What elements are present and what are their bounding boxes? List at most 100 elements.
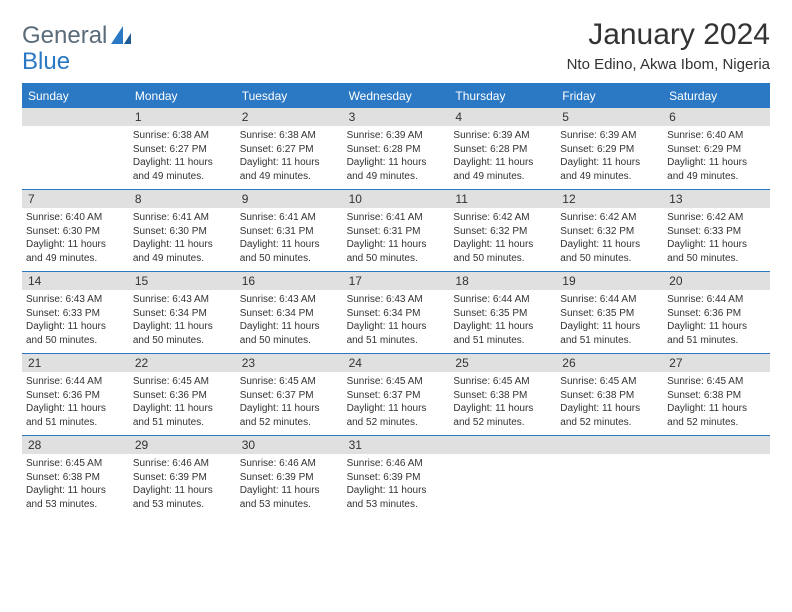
day-cell: 3Sunrise: 6:39 AMSunset: 6:28 PMDaylight… xyxy=(343,108,450,189)
logo: General xyxy=(22,24,133,48)
day-body: Sunrise: 6:39 AMSunset: 6:28 PMDaylight:… xyxy=(449,126,556,189)
daylight-text: Daylight: 11 hours and 50 minutes. xyxy=(26,320,125,347)
day-body: Sunrise: 6:46 AMSunset: 6:39 PMDaylight:… xyxy=(236,454,343,517)
week-row: 28Sunrise: 6:45 AMSunset: 6:38 PMDayligh… xyxy=(22,435,770,517)
day-number: 19 xyxy=(556,272,663,290)
daylight-text: Daylight: 11 hours and 50 minutes. xyxy=(240,238,339,265)
sunrise-text: Sunrise: 6:44 AM xyxy=(667,293,766,307)
day-body: Sunrise: 6:38 AMSunset: 6:27 PMDaylight:… xyxy=(236,126,343,189)
daylight-text: Daylight: 11 hours and 49 minutes. xyxy=(240,156,339,183)
day-cell xyxy=(556,436,663,517)
dow-cell: Sunday xyxy=(22,85,129,107)
day-cell: 4Sunrise: 6:39 AMSunset: 6:28 PMDaylight… xyxy=(449,108,556,189)
location: Nto Edino, Akwa Ibom, Nigeria xyxy=(567,56,770,73)
sunrise-text: Sunrise: 6:39 AM xyxy=(560,129,659,143)
sunset-text: Sunset: 6:34 PM xyxy=(347,307,446,321)
day-number: 9 xyxy=(236,190,343,208)
sunrise-text: Sunrise: 6:39 AM xyxy=(347,129,446,143)
sunrise-text: Sunrise: 6:43 AM xyxy=(26,293,125,307)
sunset-text: Sunset: 6:37 PM xyxy=(240,389,339,403)
day-number xyxy=(556,436,663,454)
daylight-text: Daylight: 11 hours and 49 minutes. xyxy=(26,238,125,265)
sunset-text: Sunset: 6:27 PM xyxy=(133,143,232,157)
sunrise-text: Sunrise: 6:46 AM xyxy=(347,457,446,471)
daylight-text: Daylight: 11 hours and 49 minutes. xyxy=(133,156,232,183)
day-body: Sunrise: 6:44 AMSunset: 6:35 PMDaylight:… xyxy=(449,290,556,353)
day-cell: 27Sunrise: 6:45 AMSunset: 6:38 PMDayligh… xyxy=(663,354,770,435)
sunset-text: Sunset: 6:34 PM xyxy=(133,307,232,321)
sunrise-text: Sunrise: 6:46 AM xyxy=(240,457,339,471)
sunset-text: Sunset: 6:30 PM xyxy=(133,225,232,239)
day-body: Sunrise: 6:41 AMSunset: 6:30 PMDaylight:… xyxy=(129,208,236,271)
day-number xyxy=(449,436,556,454)
sunrise-text: Sunrise: 6:43 AM xyxy=(240,293,339,307)
day-number: 30 xyxy=(236,436,343,454)
day-body: Sunrise: 6:40 AMSunset: 6:30 PMDaylight:… xyxy=(22,208,129,271)
sunrise-text: Sunrise: 6:38 AM xyxy=(133,129,232,143)
day-body: Sunrise: 6:38 AMSunset: 6:27 PMDaylight:… xyxy=(129,126,236,189)
day-number: 20 xyxy=(663,272,770,290)
day-number: 1 xyxy=(129,108,236,126)
daylight-text: Daylight: 11 hours and 53 minutes. xyxy=(133,484,232,511)
sunset-text: Sunset: 6:33 PM xyxy=(26,307,125,321)
day-number: 2 xyxy=(236,108,343,126)
day-cell: 5Sunrise: 6:39 AMSunset: 6:29 PMDaylight… xyxy=(556,108,663,189)
day-cell: 9Sunrise: 6:41 AMSunset: 6:31 PMDaylight… xyxy=(236,190,343,271)
day-body: Sunrise: 6:46 AMSunset: 6:39 PMDaylight:… xyxy=(129,454,236,517)
day-body: Sunrise: 6:45 AMSunset: 6:38 PMDaylight:… xyxy=(22,454,129,517)
daylight-text: Daylight: 11 hours and 52 minutes. xyxy=(453,402,552,429)
day-body: Sunrise: 6:42 AMSunset: 6:33 PMDaylight:… xyxy=(663,208,770,271)
week-row: 21Sunrise: 6:44 AMSunset: 6:36 PMDayligh… xyxy=(22,353,770,435)
day-cell: 7Sunrise: 6:40 AMSunset: 6:30 PMDaylight… xyxy=(22,190,129,271)
day-cell: 26Sunrise: 6:45 AMSunset: 6:38 PMDayligh… xyxy=(556,354,663,435)
day-cell: 13Sunrise: 6:42 AMSunset: 6:33 PMDayligh… xyxy=(663,190,770,271)
sunset-text: Sunset: 6:36 PM xyxy=(26,389,125,403)
day-body: Sunrise: 6:42 AMSunset: 6:32 PMDaylight:… xyxy=(449,208,556,271)
sunrise-text: Sunrise: 6:43 AM xyxy=(133,293,232,307)
sunrise-text: Sunrise: 6:45 AM xyxy=(560,375,659,389)
day-number: 29 xyxy=(129,436,236,454)
sunset-text: Sunset: 6:33 PM xyxy=(667,225,766,239)
day-body xyxy=(556,454,663,512)
day-number xyxy=(663,436,770,454)
day-cell: 16Sunrise: 6:43 AMSunset: 6:34 PMDayligh… xyxy=(236,272,343,353)
day-number: 8 xyxy=(129,190,236,208)
day-number: 14 xyxy=(22,272,129,290)
logo-word-blue: Blue xyxy=(22,48,70,76)
day-cell: 29Sunrise: 6:46 AMSunset: 6:39 PMDayligh… xyxy=(129,436,236,517)
header: General January 2024 Nto Edino, Akwa Ibo… xyxy=(22,18,770,73)
sunrise-text: Sunrise: 6:44 AM xyxy=(560,293,659,307)
sunset-text: Sunset: 6:38 PM xyxy=(453,389,552,403)
daylight-text: Daylight: 11 hours and 50 minutes. xyxy=(133,320,232,347)
day-number: 7 xyxy=(22,190,129,208)
day-body: Sunrise: 6:43 AMSunset: 6:33 PMDaylight:… xyxy=(22,290,129,353)
daylight-text: Daylight: 11 hours and 51 minutes. xyxy=(560,320,659,347)
day-cell xyxy=(663,436,770,517)
week-row: 14Sunrise: 6:43 AMSunset: 6:33 PMDayligh… xyxy=(22,271,770,353)
daylight-text: Daylight: 11 hours and 53 minutes. xyxy=(347,484,446,511)
day-cell: 30Sunrise: 6:46 AMSunset: 6:39 PMDayligh… xyxy=(236,436,343,517)
day-body: Sunrise: 6:43 AMSunset: 6:34 PMDaylight:… xyxy=(343,290,450,353)
dow-cell: Saturday xyxy=(663,85,770,107)
logo-word-general: General xyxy=(22,24,107,48)
day-body: Sunrise: 6:45 AMSunset: 6:38 PMDaylight:… xyxy=(556,372,663,435)
day-number: 24 xyxy=(343,354,450,372)
day-body: Sunrise: 6:43 AMSunset: 6:34 PMDaylight:… xyxy=(236,290,343,353)
sunrise-text: Sunrise: 6:44 AM xyxy=(453,293,552,307)
sunset-text: Sunset: 6:35 PM xyxy=(560,307,659,321)
day-cell: 11Sunrise: 6:42 AMSunset: 6:32 PMDayligh… xyxy=(449,190,556,271)
title-block: January 2024 Nto Edino, Akwa Ibom, Niger… xyxy=(567,18,770,73)
daylight-text: Daylight: 11 hours and 49 minutes. xyxy=(667,156,766,183)
sunrise-text: Sunrise: 6:41 AM xyxy=(133,211,232,225)
sunrise-text: Sunrise: 6:41 AM xyxy=(240,211,339,225)
week-row: 1Sunrise: 6:38 AMSunset: 6:27 PMDaylight… xyxy=(22,107,770,189)
day-number: 17 xyxy=(343,272,450,290)
daylight-text: Daylight: 11 hours and 53 minutes. xyxy=(240,484,339,511)
day-body xyxy=(22,126,129,184)
day-number: 13 xyxy=(663,190,770,208)
day-number: 4 xyxy=(449,108,556,126)
daylight-text: Daylight: 11 hours and 51 minutes. xyxy=(667,320,766,347)
day-number: 12 xyxy=(556,190,663,208)
sunrise-text: Sunrise: 6:45 AM xyxy=(133,375,232,389)
day-number: 22 xyxy=(129,354,236,372)
